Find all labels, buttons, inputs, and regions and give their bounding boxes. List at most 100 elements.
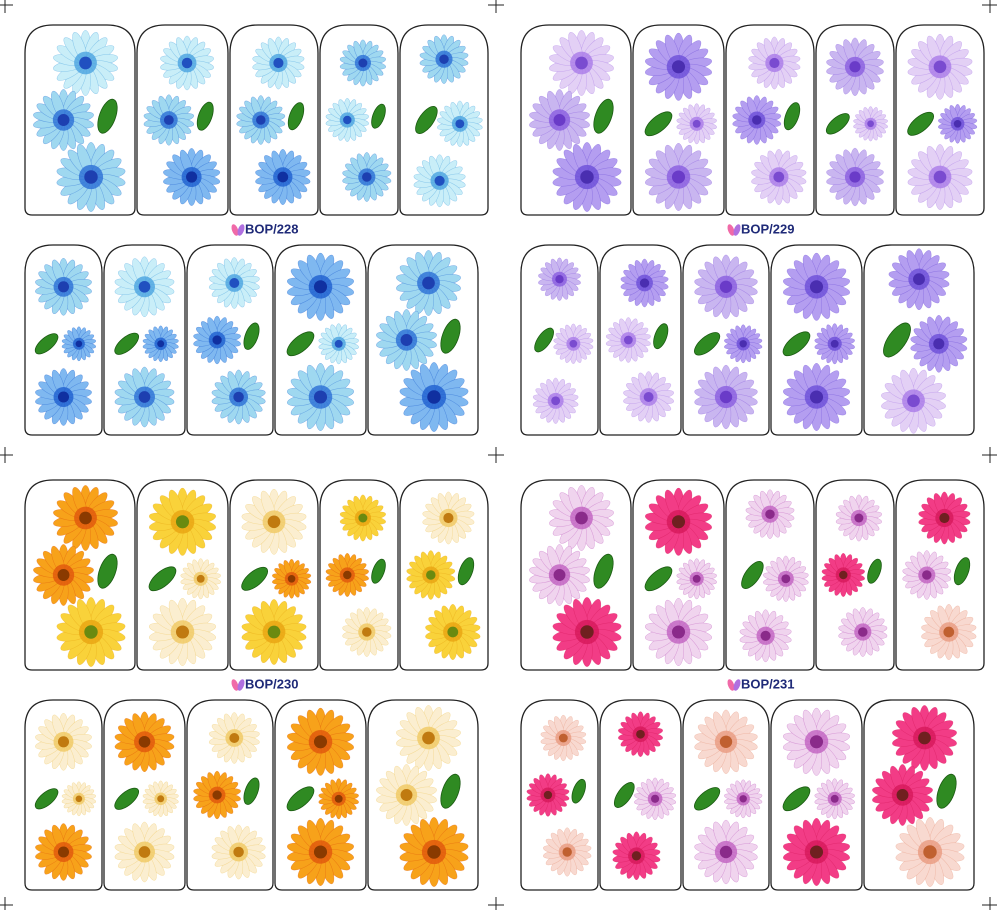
flower-center <box>277 171 289 183</box>
flower-center <box>907 394 920 408</box>
flower-center <box>400 789 413 801</box>
flower <box>814 323 855 365</box>
flower-center <box>543 790 553 800</box>
flower-center <box>575 56 588 70</box>
leaf <box>593 98 614 134</box>
flower-center <box>896 789 909 801</box>
flower <box>56 597 126 667</box>
flower-center <box>692 574 701 583</box>
flower-center <box>313 735 328 749</box>
flower-center <box>551 396 561 406</box>
flower-center <box>358 58 368 68</box>
leaf <box>440 318 461 354</box>
flower-center <box>809 280 824 294</box>
flower-center <box>267 625 281 639</box>
flower <box>413 154 466 208</box>
flower-center <box>809 845 824 859</box>
flower-center <box>212 335 222 345</box>
flower-center <box>57 569 70 581</box>
flower <box>553 323 594 365</box>
flower-center <box>75 340 83 348</box>
flower-center <box>157 795 165 803</box>
flower <box>241 488 307 555</box>
logo-petal <box>231 224 239 236</box>
flower-center <box>212 790 222 800</box>
flower <box>318 323 359 365</box>
flower <box>286 363 355 431</box>
flower-center <box>922 570 932 580</box>
logo-petal <box>733 224 741 236</box>
flower-center <box>229 733 240 743</box>
flower-center <box>313 280 328 294</box>
flower-center <box>439 54 449 64</box>
flower <box>286 252 355 321</box>
flower-center <box>650 794 660 803</box>
flower-center <box>558 733 568 743</box>
flower <box>208 257 260 309</box>
flower-center <box>186 171 198 183</box>
leaf <box>371 103 386 129</box>
flower <box>193 315 241 365</box>
flower <box>56 142 126 212</box>
flower <box>623 371 675 423</box>
flower <box>694 254 758 319</box>
flower <box>342 152 392 202</box>
flower-center <box>175 515 190 529</box>
flower-center <box>427 390 441 404</box>
flower-center <box>671 170 686 184</box>
flower-center <box>580 170 594 184</box>
flower-center <box>434 175 445 186</box>
flower <box>676 103 717 145</box>
flower-center <box>422 731 435 745</box>
leaf <box>534 327 554 353</box>
flower-center <box>773 171 785 183</box>
flower-center <box>830 339 839 348</box>
leaf <box>286 331 315 357</box>
flower <box>211 369 266 425</box>
flower <box>694 364 758 430</box>
sheet-label: BOP/231 <box>741 676 794 691</box>
flower <box>644 32 713 101</box>
leaf <box>287 102 305 131</box>
flower <box>376 309 437 371</box>
flower-center <box>343 115 352 125</box>
flower <box>620 258 669 308</box>
leaf <box>644 111 673 137</box>
flower <box>938 103 978 144</box>
flower <box>142 325 179 363</box>
sheet-label: BOP/228 <box>245 221 298 236</box>
flower-center <box>443 512 454 524</box>
flower-center <box>769 57 780 69</box>
flower-center <box>719 845 733 859</box>
flower-center <box>562 847 572 857</box>
flower-center <box>849 61 861 73</box>
flower-center <box>719 390 733 404</box>
leaf <box>97 553 118 589</box>
flower-center <box>233 846 244 858</box>
flower-center <box>739 795 747 803</box>
flower <box>399 362 469 432</box>
flower <box>148 598 217 666</box>
flower <box>605 317 651 363</box>
flower-center <box>422 276 435 290</box>
flower-center <box>313 845 328 859</box>
flower-center <box>138 280 151 293</box>
flower <box>236 95 286 145</box>
leaf <box>114 332 140 355</box>
flower-center <box>623 335 633 345</box>
flower-center <box>75 795 83 803</box>
flower <box>538 257 581 301</box>
flower <box>826 147 884 207</box>
flower <box>33 544 94 606</box>
flower-center <box>57 281 70 293</box>
flower-center <box>719 280 733 293</box>
flower <box>272 558 312 599</box>
leaf <box>34 333 59 355</box>
flower-center <box>362 172 372 182</box>
flower-center <box>553 569 566 581</box>
flower <box>143 94 195 146</box>
flower-center <box>343 570 352 580</box>
flower-center <box>781 574 791 584</box>
flower-center <box>57 391 70 403</box>
